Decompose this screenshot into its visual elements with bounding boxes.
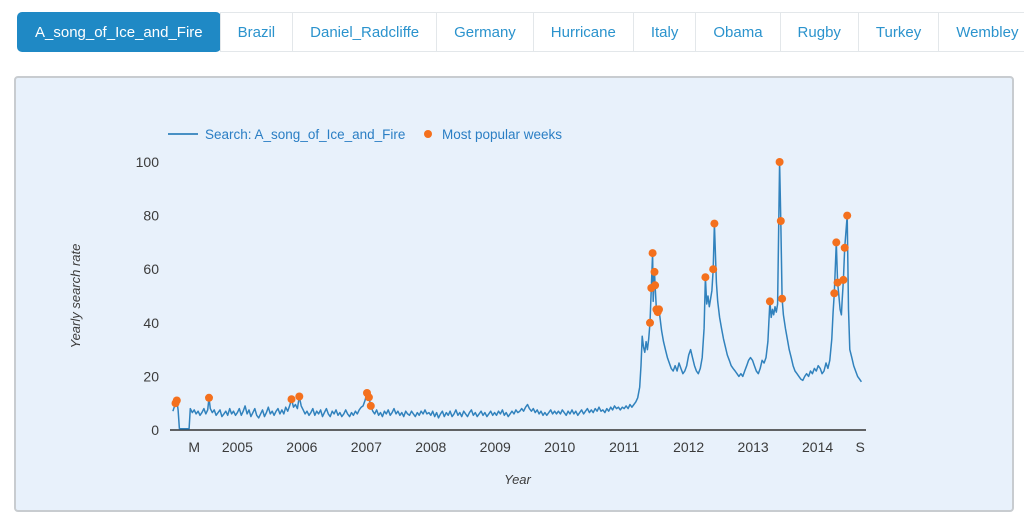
popular-week-dot bbox=[364, 393, 373, 402]
x-tick-label: 2006 bbox=[286, 439, 317, 455]
x-tick-label: 2009 bbox=[480, 439, 511, 455]
tab-turkey[interactable]: Turkey bbox=[857, 12, 940, 52]
x-tick-label: 2011 bbox=[609, 439, 639, 455]
popular-week-dot bbox=[843, 211, 852, 220]
legend-series-label: Search: A_song_of_Ice_and_Fire bbox=[205, 127, 405, 142]
legend: Search: A_song_of_Ice_and_Fire Most popul… bbox=[168, 127, 562, 142]
y-tick-label: 40 bbox=[143, 315, 159, 331]
y-tick-label: 80 bbox=[143, 208, 159, 224]
popular-week-dot bbox=[701, 273, 710, 282]
x-tick-label: 2008 bbox=[415, 439, 446, 455]
popular-week-dot bbox=[205, 393, 213, 402]
popular-week-dot bbox=[366, 401, 375, 410]
tab-daniel_radcliffe[interactable]: Daniel_Radcliffe bbox=[292, 12, 438, 52]
x-axis-title: Year bbox=[504, 472, 531, 487]
x-tick-label: 2007 bbox=[351, 439, 382, 455]
tab-brazil[interactable]: Brazil bbox=[219, 12, 294, 52]
y-tick-label: 60 bbox=[143, 261, 159, 277]
popular-week-dot bbox=[775, 158, 784, 166]
popular-week-dot bbox=[840, 243, 849, 252]
popular-week-dot bbox=[830, 289, 839, 298]
x-tick-label: M bbox=[188, 439, 200, 455]
popular-week-dot bbox=[650, 267, 659, 276]
search-trend-chart: 0 20 40 60 80 100 M 2005 2006 2007 2008 2009 2010 201… bbox=[68, 127, 866, 487]
y-tick-label: 0 bbox=[151, 422, 159, 438]
popular-week-dot bbox=[709, 265, 718, 274]
y-tick-label: 20 bbox=[143, 368, 159, 384]
chart-panel: 0 20 40 60 80 100 M 2005 2006 2007 2008 2009 2010 201… bbox=[14, 76, 1014, 512]
y-axis-labels: 0 20 40 60 80 100 bbox=[136, 154, 160, 438]
x-tick-label: 2005 bbox=[222, 439, 253, 455]
trend-line bbox=[172, 161, 863, 430]
popular-week-dot bbox=[839, 275, 848, 284]
popular-week-dot bbox=[646, 318, 654, 327]
y-tick-label: 100 bbox=[136, 154, 160, 170]
legend-markers-label: Most popular weeks bbox=[442, 127, 562, 142]
x-tick-label: S bbox=[855, 439, 864, 455]
popular-week-dot bbox=[295, 392, 304, 401]
popular-week-dot bbox=[778, 294, 787, 303]
popular-week-markers bbox=[171, 158, 852, 410]
x-tick-label: 2013 bbox=[738, 439, 769, 455]
x-tick-label: 2014 bbox=[802, 439, 833, 455]
tab-bar: A_song_of_Ice_and_Fire Brazil Daniel_Radcl… bbox=[17, 12, 1024, 52]
popular-week-dot bbox=[765, 297, 774, 306]
legend-dot-sample bbox=[424, 130, 432, 138]
tab-obama[interactable]: Obama bbox=[695, 12, 781, 52]
popular-week-dot bbox=[832, 238, 841, 247]
y-axis-title: Yearly search rate bbox=[68, 244, 83, 349]
tab-wembley[interactable]: Wembley bbox=[938, 12, 1024, 52]
popular-week-dot bbox=[648, 249, 657, 258]
popular-week-dot bbox=[172, 396, 181, 405]
tab-rugby[interactable]: Rugby bbox=[779, 12, 859, 52]
popular-week-dot bbox=[287, 395, 296, 404]
tab-italy[interactable]: Italy bbox=[632, 12, 697, 52]
x-tick-label: 2012 bbox=[673, 439, 704, 455]
popular-week-dot bbox=[776, 217, 785, 225]
popular-week-dot bbox=[710, 219, 719, 228]
x-axis-labels: M 2005 2006 2007 2008 2009 2010 2011 2012 2013 201… bbox=[188, 439, 864, 455]
popular-week-dot bbox=[655, 305, 663, 314]
popular-week-dot bbox=[651, 281, 660, 290]
tab-a_song_of_ice_and_fire[interactable]: A_song_of_Ice_and_Fire bbox=[17, 12, 221, 52]
x-tick-label: 2010 bbox=[544, 439, 575, 455]
tab-germany[interactable]: Germany bbox=[436, 12, 534, 52]
tab-hurricane[interactable]: Hurricane bbox=[532, 12, 634, 52]
